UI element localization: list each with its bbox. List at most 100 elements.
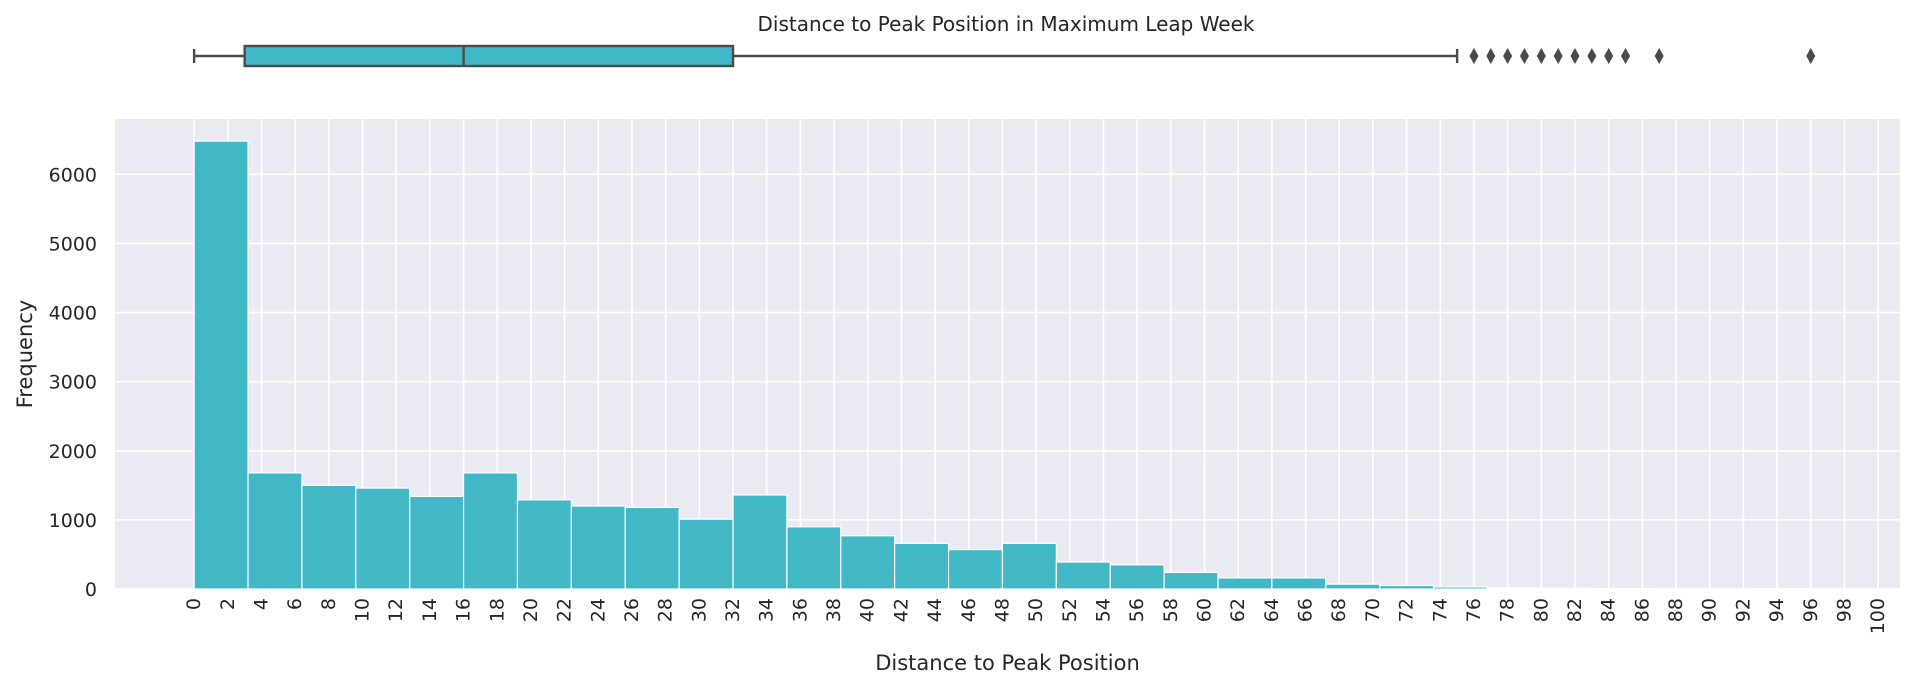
histogram-bar [248,473,302,589]
box-outlier-marker [1655,48,1664,64]
histogram-bar [949,550,1003,589]
x-tick-label: 90 [1699,598,1721,622]
x-tick-label: 26 [621,598,643,622]
x-tick-label: 18 [486,598,508,622]
histogram-bar [356,488,410,589]
x-tick-label: 16 [453,598,475,622]
x-tick-label: 68 [1328,598,1350,622]
x-tick-label: 12 [385,598,407,622]
x-tick-label: 20 [520,598,542,622]
histogram-bar [517,500,571,589]
x-tick-label: 58 [1160,598,1182,622]
y-tick-label: 1000 [49,510,97,532]
box-outlier-marker [1621,48,1630,64]
x-tick-label: 24 [587,598,609,622]
x-tick-label: 96 [1800,598,1822,622]
x-tick-label: 56 [1126,598,1148,622]
y-tick-label: 4000 [49,303,97,325]
x-tick-label: 70 [1362,598,1384,622]
histogram-bar [302,485,356,589]
box-outlier-marker [1570,48,1579,64]
histogram-bar [1541,588,1595,589]
x-tick-label: 82 [1564,598,1586,622]
y-axis-label: Frequency [13,300,37,409]
x-tick-label: 72 [1396,598,1418,622]
x-tick-label: 48 [991,598,1013,622]
x-tick-label: 84 [1598,598,1620,622]
box-outlier-marker [1520,48,1529,64]
histogram-bar [1326,584,1380,589]
x-tick-label: 6 [284,598,306,610]
x-tick-label: 30 [688,598,710,622]
x-tick-label: 88 [1665,598,1687,622]
histogram-bar [895,543,949,589]
x-tick-label: 2 [217,598,239,610]
x-tick-label: 28 [655,598,677,622]
histogram-bar [194,141,248,589]
x-tick-label: 32 [722,598,744,622]
histogram-bar [1487,588,1541,589]
histogram-bar [625,507,679,589]
x-tick-label: 92 [1732,598,1754,622]
box-outlier-marker [1604,48,1613,64]
histogram-bar [464,473,518,589]
x-tick-label: 22 [554,598,576,622]
x-tick-label: 10 [352,598,374,622]
x-tick-label: 36 [789,598,811,622]
histogram-bar [1056,562,1110,589]
histogram-bar [1434,587,1488,589]
histogram-bar [571,506,625,589]
y-tick-label: 6000 [49,164,97,186]
x-tick-label: 42 [890,598,912,622]
box-outlier-marker [1554,48,1563,64]
x-tick-label: 74 [1429,598,1451,622]
histogram-bar [1218,578,1272,589]
box-iqr [245,46,733,66]
histogram-bar [410,496,464,589]
x-tick-label: 44 [924,598,946,622]
box-outlier-marker [1503,48,1512,64]
y-tick-label: 3000 [49,372,97,394]
x-tick-label: 94 [1766,598,1788,622]
box-outlier-marker [1469,48,1478,64]
x-tick-label: 40 [857,598,879,622]
x-tick-label: 80 [1530,598,1552,622]
box-outlier-marker [1587,48,1596,64]
x-tick-label: 34 [756,598,778,622]
x-tick-label: 60 [1194,598,1216,622]
x-tick-label: 98 [1833,598,1855,622]
histogram-bar [1164,572,1218,589]
x-tick-label: 38 [823,598,845,622]
x-tick-label: 14 [419,598,441,622]
x-tick-label: 100 [1867,598,1889,634]
x-tick-label: 0 [183,598,205,610]
y-tick-label: 2000 [49,441,97,463]
x-tick-label: 4 [251,598,273,610]
x-tick-label: 64 [1261,598,1283,622]
x-tick-label: 50 [1025,598,1047,622]
histogram-bar [679,519,733,589]
box-plot [194,46,1815,66]
y-tick-label: 0 [85,579,97,601]
x-tick-label: 66 [1295,598,1317,622]
histogram-bar [787,527,841,589]
x-tick-label: 86 [1631,598,1653,622]
histogram-bar [733,495,787,589]
histogram-bar [1272,578,1326,589]
histogram-bar [1002,543,1056,589]
box-plot-title: Distance to Peak Position in Maximum Lea… [757,12,1254,36]
x-axis-label: Distance to Peak Position [875,651,1140,675]
y-tick-label: 5000 [49,233,97,255]
histogram-bar [1380,586,1434,589]
x-tick-label: 76 [1463,598,1485,622]
x-tick-label: 52 [1059,598,1081,622]
box-outlier-marker [1806,48,1815,64]
box-outlier-marker [1537,48,1546,64]
box-outlier-marker [1486,48,1495,64]
histogram-bar [841,536,895,589]
x-tick-label: 8 [318,598,340,610]
x-tick-label: 62 [1227,598,1249,622]
x-tick-label: 54 [1092,598,1114,622]
x-tick-label: 78 [1497,598,1519,622]
